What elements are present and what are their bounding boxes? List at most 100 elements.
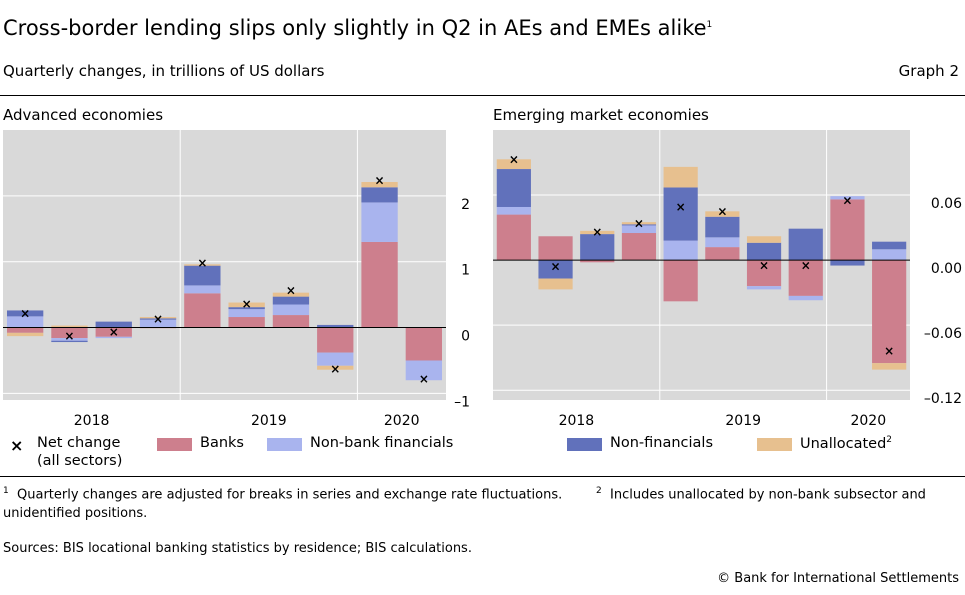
legend-rule xyxy=(0,476,965,477)
bar-banks-2018-Q2 xyxy=(538,236,573,261)
bar-nonfin-2018-Q1 xyxy=(6,310,44,317)
bar-unalloc-2019-Q4 xyxy=(317,365,354,370)
net-change-marker-2020-Q2: × xyxy=(884,344,894,358)
legend-nonfin-swatch xyxy=(567,438,602,451)
net-change-marker-icon: × xyxy=(10,436,24,455)
bar-nbfi-2018-Q3 xyxy=(95,336,132,339)
bar-nonfin-2019-Q1 xyxy=(663,187,698,241)
legend-nbfi-label: Non-bank financials xyxy=(310,435,454,451)
net-change-marker-2019-Q1: × xyxy=(197,256,207,270)
net-change-marker-2018-Q4: × xyxy=(634,216,644,230)
bar-nbfi-2018-Q2 xyxy=(51,338,88,341)
bar-banks-2019-Q4 xyxy=(317,327,354,353)
legend-net-label: Net change xyxy=(37,435,121,451)
footnote-2: 2 Includes unallocated by non-bank subse… xyxy=(596,486,926,503)
net-change-marker-2018-Q1: × xyxy=(20,307,30,321)
x-group-label: 2018 xyxy=(74,413,110,426)
net-change-marker-2019-Q1: × xyxy=(676,200,686,214)
legend-nbfi-swatch xyxy=(267,438,302,451)
bar-nbfi-2019-Q2 xyxy=(705,237,740,248)
y-tick-label: 0.00 xyxy=(931,261,962,277)
bar-banks-2019-Q1 xyxy=(184,293,221,328)
net-change-marker-2019-Q2: × xyxy=(242,297,252,311)
bar-nonfin-2019-Q3 xyxy=(272,296,310,305)
bar-nonfin-2019-Q4 xyxy=(788,228,823,261)
net-change-marker-2019-Q2: × xyxy=(717,204,727,218)
bar-banks-2018-Q2 xyxy=(51,327,88,339)
bar-unalloc-2019-Q2 xyxy=(228,302,265,308)
net-change-marker-2018-Q3: × xyxy=(592,225,602,239)
bar-banks-2020-Q2 xyxy=(872,260,907,364)
bar-nonfin-2020-Q2 xyxy=(872,241,907,250)
x-group-label: 2020 xyxy=(850,413,886,426)
footnote-2-continued: unidentified positions. xyxy=(3,506,148,521)
y-tick-label: 0 xyxy=(461,329,470,345)
bar-unalloc-2018-Q1 xyxy=(6,332,44,337)
bar-nonfin-2018-Q1 xyxy=(496,169,531,207)
bar-unalloc-2019-Q1 xyxy=(184,264,221,266)
bar-banks-2019-Q4 xyxy=(788,260,823,296)
bar-banks-2018-Q1 xyxy=(496,214,531,261)
header-rule xyxy=(0,95,965,96)
bar-unalloc-2019-Q3 xyxy=(272,292,310,297)
x-group-label: 2019 xyxy=(251,413,287,426)
panel-title-emerging: Emerging market economies xyxy=(493,106,709,124)
advanced-economies-chart: × × × × × × × × × × –1 0 1 2 2018 2019 2020 xyxy=(3,130,470,426)
bar-unalloc-2018-Q1 xyxy=(496,159,531,170)
bar-nbfi-2018-Q4 xyxy=(621,225,657,234)
bar-unalloc-2019-Q3 xyxy=(746,236,782,243)
bar-banks-2018-Q4 xyxy=(621,233,657,261)
bar-nbfi-2019-Q1 xyxy=(663,240,698,261)
net-change-marker-2018-Q2: × xyxy=(64,329,74,343)
legend-unalloc-label: Unallocated2 xyxy=(800,435,893,452)
net-change-marker-2018-Q4: × xyxy=(153,312,163,326)
bar-banks-2018-Q3 xyxy=(95,327,132,337)
bar-banks-2019-Q1 xyxy=(663,260,698,302)
bar-unalloc-2018-Q4 xyxy=(621,222,657,225)
bar-banks-2018-Q3 xyxy=(580,260,615,263)
bar-nbfi-2020-Q2 xyxy=(872,249,907,261)
x-group-label: 2018 xyxy=(559,413,595,426)
bar-nbfi-2019-Q4 xyxy=(788,295,823,301)
y-tick-label: –1 xyxy=(454,394,470,410)
bar-unalloc-2018-Q3 xyxy=(580,230,615,235)
bar-banks-2018-Q1 xyxy=(6,327,44,333)
y-tick-label: –0.12 xyxy=(924,391,962,407)
bar-nbfi-2019-Q1 xyxy=(184,285,221,294)
bar-nbfi-2018-Q1 xyxy=(6,316,44,328)
x-group-label: 2019 xyxy=(725,413,761,426)
x-group-label: 2020 xyxy=(384,413,420,426)
legend-unalloc-swatch xyxy=(757,438,792,451)
bar-nbfi-2019-Q3 xyxy=(272,304,310,316)
bar-nbfi-2020-Q1 xyxy=(830,196,865,200)
chart-subtitle: Quarterly changes, in trillions of US do… xyxy=(3,62,325,80)
legend-banks-label: Banks xyxy=(200,435,244,451)
bar-nbfi-2018-Q4 xyxy=(139,319,177,328)
emerging-economies-chart: × × × × × × × × × × –0.12 –0.06 0.00 0.06 2018 2019 2020 xyxy=(493,130,962,426)
panel-title-advanced: Advanced economies xyxy=(3,106,164,124)
bar-nonfin-2019-Q2 xyxy=(228,307,265,310)
bar-banks-2019-Q2 xyxy=(228,317,265,328)
net-change-marker-2019-Q3: × xyxy=(759,259,769,273)
bar-nonfin-2019-Q4 xyxy=(317,324,354,328)
net-change-marker-2019-Q4: × xyxy=(801,259,811,273)
y-tick-label: 0.06 xyxy=(931,196,962,212)
y-tick-label: –0.06 xyxy=(924,326,962,342)
net-change-marker-2018-Q3: × xyxy=(109,325,119,339)
bar-nonfin-2019-Q3 xyxy=(746,242,782,261)
bar-nbfi-2020-Q2 xyxy=(405,360,443,381)
bar-nonfin-2018-Q2 xyxy=(51,340,88,343)
bar-unalloc-2020-Q1 xyxy=(361,182,398,188)
bar-nbfi-2018-Q1 xyxy=(496,206,531,215)
bar-nbfi-2019-Q2 xyxy=(228,309,265,318)
y-tick-label: 2 xyxy=(461,197,470,213)
bar-nonfin-2018-Q3 xyxy=(95,321,132,328)
bar-banks-2020-Q2 xyxy=(405,327,443,361)
bar-nonfin-2020-Q1 xyxy=(361,187,398,203)
legend-banks-swatch xyxy=(157,438,192,451)
bar-nonfin-2018-Q4 xyxy=(621,224,657,226)
bar-banks-2020-Q1 xyxy=(830,199,865,261)
bar-nbfi-2019-Q4 xyxy=(317,352,354,366)
net-change-marker-2020-Q1: × xyxy=(842,193,852,207)
bar-banks-2019-Q2 xyxy=(705,247,740,261)
